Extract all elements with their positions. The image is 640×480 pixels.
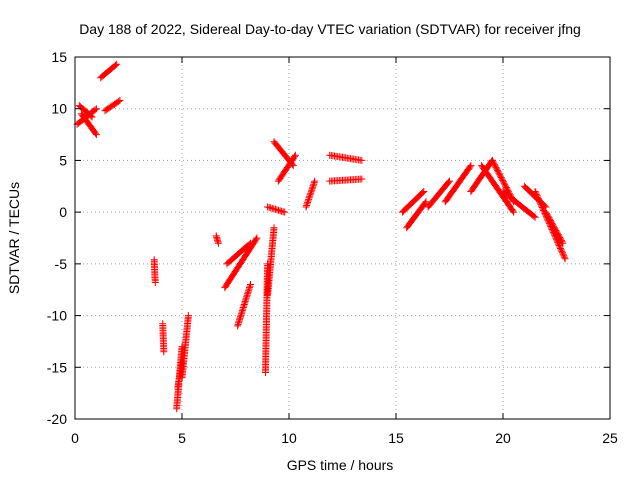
y-tick-label: 5 — [59, 152, 67, 168]
data-point-cluster — [264, 224, 278, 299]
data-point-cluster — [326, 175, 366, 185]
data-point-cluster — [178, 312, 192, 382]
data-point-cluster — [101, 96, 124, 115]
data-point-cluster — [274, 151, 299, 185]
data-point-cluster — [77, 110, 100, 139]
data-points — [73, 60, 569, 413]
data-point-cluster — [478, 162, 518, 216]
y-tick-label: -15 — [47, 359, 67, 375]
y-tick-label: -10 — [47, 308, 67, 324]
data-point-cluster — [542, 208, 567, 247]
chart-title: Day 188 of 2022, Sidereal Day-to-day VTE… — [79, 21, 581, 37]
data-point-cluster — [270, 138, 297, 170]
grid-lines — [75, 57, 610, 419]
x-tick-label: 25 — [602, 430, 618, 446]
y-tick-label: 10 — [51, 101, 67, 117]
data-point-cluster — [499, 188, 539, 221]
data-point-cluster — [403, 198, 430, 232]
data-point-cluster — [441, 162, 475, 206]
data-point-cluster — [223, 239, 254, 268]
data-point-cluster — [97, 60, 121, 82]
data-point-cluster — [398, 188, 428, 216]
data-point-cluster — [264, 203, 289, 216]
x-tick-label: 5 — [178, 430, 186, 446]
plot-frame — [74, 56, 611, 420]
y-tick-label: -5 — [55, 256, 68, 272]
data-point-cluster — [150, 256, 159, 286]
data-point-cluster — [424, 177, 453, 211]
data-point-cluster — [212, 232, 222, 247]
data-point-cluster — [159, 320, 168, 356]
data-point-cluster — [326, 151, 366, 164]
y-tick-label: -20 — [47, 411, 67, 427]
x-axis-label: GPS time / hours — [287, 457, 394, 473]
axis-ticks: 0 5 10 15 20 25 -20 -15 -10 -5 0 5 10 15 — [47, 49, 618, 446]
x-tick-label: 15 — [388, 430, 404, 446]
y-axis-label: SDTVAR / TECUs — [6, 182, 22, 294]
data-point-cluster — [234, 281, 254, 330]
x-tick-label: 10 — [281, 430, 297, 446]
data-point-cluster — [75, 102, 96, 121]
x-tick-label: 20 — [495, 430, 511, 446]
y-tick-label: 0 — [59, 204, 67, 220]
data-point-cluster — [262, 260, 272, 376]
x-tick-label: 0 — [71, 430, 79, 446]
y-tick-label: 15 — [51, 49, 67, 65]
data-point-cluster — [302, 177, 319, 211]
